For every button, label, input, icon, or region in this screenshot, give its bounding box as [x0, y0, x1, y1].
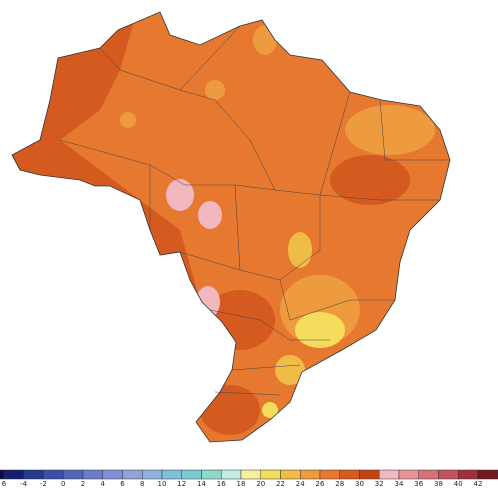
scale-label: 22 — [276, 480, 285, 488]
scale-swatch — [240, 469, 261, 480]
scale-label: 38 — [434, 480, 443, 488]
scale-label: 20 — [256, 480, 265, 488]
scale-swatch — [300, 469, 321, 480]
scale-label: 10 — [158, 480, 167, 488]
scale-swatch — [0, 469, 5, 480]
scale-swatch — [142, 469, 163, 480]
scale-label: -4 — [20, 480, 28, 488]
scale-label: 26 — [316, 480, 325, 488]
scale-swatch — [3, 469, 24, 480]
scale-label: -2 — [40, 480, 47, 488]
scale-swatch — [359, 469, 380, 480]
scale-swatch — [477, 469, 498, 480]
scale-label: 8 — [140, 480, 144, 488]
scale-swatch — [102, 469, 123, 480]
scale-swatch — [43, 469, 64, 480]
state-borders — [59, 25, 450, 396]
scale-swatch — [280, 469, 301, 480]
scale-swatch — [181, 469, 202, 480]
scale-swatch — [438, 469, 459, 480]
scale-swatch — [319, 469, 340, 480]
scale-label: 16 — [217, 480, 226, 488]
scale-label: 36 — [414, 480, 423, 488]
scale-label: 32 — [375, 480, 384, 488]
scale-label: 42 — [474, 480, 483, 488]
scale-swatch — [379, 469, 400, 480]
scale-swatch — [201, 469, 222, 480]
scale-swatch — [23, 469, 44, 480]
scale-swatch — [398, 469, 419, 480]
scale-label: 12 — [177, 480, 186, 488]
scale-swatch — [418, 469, 439, 480]
scale-label: 24 — [296, 480, 305, 488]
scale-label: 6 — [120, 480, 125, 488]
color-scale: 6 -4 -2 0 2 4 6 8 10 12 14 16 18 20 22 24 26 28 30 32 34 36 38… — [0, 469, 498, 488]
scale-label: 6 — [2, 480, 7, 488]
scale-swatch — [63, 469, 84, 480]
scale-label: 30 — [355, 480, 364, 488]
temperature-field — [12, 12, 450, 442]
scale-swatch — [221, 469, 242, 480]
scale-label: 14 — [197, 480, 206, 488]
scale-swatch — [458, 469, 479, 480]
scale-label: 28 — [335, 480, 344, 488]
scale-swatch — [122, 469, 143, 480]
scale-label: 2 — [81, 480, 85, 488]
scale-label: 4 — [101, 480, 106, 488]
scale-swatch — [260, 469, 281, 480]
scale-swatch — [339, 469, 360, 480]
scale-label: 0 — [61, 480, 65, 488]
scale-label: 18 — [237, 480, 246, 488]
scale-label: 40 — [454, 480, 463, 488]
scale-swatch — [161, 469, 182, 480]
scale-swatch — [82, 469, 103, 480]
scale-label: 34 — [395, 480, 404, 488]
